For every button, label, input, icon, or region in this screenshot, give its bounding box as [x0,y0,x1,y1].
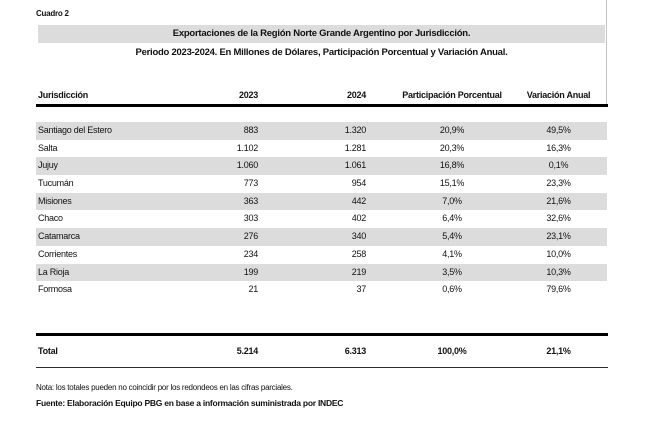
table-cell-y2023: 199 [243,266,259,277]
table-cell-jurisdiccion: Catamarca [38,231,80,242]
table-cell-variacion: 23,3% [546,178,571,189]
total-rule-bottom [36,367,608,368]
table-cell-jurisdiccion: La Rioja [38,266,70,277]
table-cell-y2023: 773 [243,178,259,189]
table-cell-y2024: 258 [351,248,367,259]
table-cell-y2023: 234 [243,248,259,259]
table-cell-participacion: 6,4% [442,213,462,224]
table-cell-participacion: 4,1% [442,248,462,259]
table-cell-y2024: 1.061 [344,160,367,171]
table-cell-y2023: 1.060 [236,160,259,171]
table-cell-y2023: 276 [243,231,259,242]
table-cell-y2024: 219 [351,266,367,277]
table-cell-variacion: 79,6% [546,284,571,295]
table-cell-participacion: 0,6% [442,284,462,295]
table-row: Santiago del Estero 883 1.320 20,9% 49,5% [36,122,607,140]
table-cell-jurisdiccion: Corrientes [38,248,78,259]
table-cell-jurisdiccion: Santiago del Estero [38,125,112,135]
table-cell-y2024: 954 [351,178,367,189]
table-cell-variacion: 23,1% [546,231,571,242]
table-cell-variacion: 0,1% [548,160,569,171]
table-cell-participacion: 15,1% [439,178,465,189]
table-cell-variacion: 16,3% [546,142,571,153]
header-jurisdiccion: Jurisdicción [38,90,89,100]
table-cell-jurisdiccion: Salta [38,142,58,153]
cell-border-line [606,0,607,106]
table-subtitle: Periodo 2023-2024. En Millones de Dólare… [135,47,508,58]
table-cell-variacion: 10,3% [546,266,571,277]
table-row: Corrientes 234 258 4,1% 10,0% [36,246,607,264]
header-variacion: Variación Anual [526,90,591,100]
table-cell-variacion: 21,6% [546,195,571,206]
table-cell-y2023: 21 [248,284,258,295]
header-2024: 2024 [346,90,366,100]
table-cell-participacion: 20,3% [439,142,465,153]
table-cell-participacion: 3,5% [442,266,462,277]
table-row: Catamarca 276 340 5,4% 23,1% [36,228,607,246]
header-2023: 2023 [238,90,258,100]
table-header-row: Jurisdicción 2023 2024 Participación Por… [36,87,607,104]
table-cell-y2023: 1.102 [236,142,259,153]
table-cell-y2024: 402 [351,213,367,224]
table-rows: Santiago del Estero 883 1.320 20,9% 49,5% Sal… [36,122,607,299]
table-cell-jurisdiccion: Misiones [38,195,72,206]
table-cell-y2023: 303 [243,213,259,224]
table-cell-y2024: 37 [356,284,366,295]
table-row: Jujuy 1.060 1.061 16,8% 0,1% [36,157,607,176]
table-number-label: Cuadro 2 [36,9,69,18]
table-cell-variacion: 32,6% [546,213,571,224]
table-cell-participacion: 5,4% [442,231,462,242]
table-cell-participacion: 7,0% [442,195,462,206]
total-participacion: 100,0% [437,346,467,356]
total-variacion: 21,1% [546,346,571,356]
table-cell-jurisdiccion: Chaco [38,213,63,224]
table-cell-participacion: 20,9% [439,125,465,135]
table-title: Exportaciones de la Región Norte Grande … [38,25,605,43]
header-rule [36,104,608,107]
table-cell-y2024: 442 [351,195,367,206]
table-cell-participacion: 16,8% [439,160,465,171]
table-row: La Rioja 199 219 3,5% 10,3% [36,263,607,282]
table-cell-y2024: 1.281 [344,142,367,153]
total-2024: 6.313 [344,346,367,356]
table-cell-variacion: 49,5% [546,125,571,135]
table-cell-jurisdiccion: Tucumán [38,178,74,189]
total-label: Total [38,346,58,356]
table-cell-jurisdiccion: Formosa [38,284,72,295]
table-cell-jurisdiccion: Jujuy [38,160,58,171]
table-cell-y2024: 1.320 [344,125,367,135]
table-row: Chaco 303 402 6,4% 32,6% [36,210,607,228]
table-row: Salta 1.102 1.281 20,3% 16,3% [36,140,607,158]
table-total-row: Total 5.214 6.313 100,0% 21,1% [36,342,607,360]
table-cell-y2024: 340 [351,231,367,242]
table-row: Misiones 363 442 7,0% 21,6% [36,192,607,211]
header-participacion: Participación Porcentual [402,90,502,100]
table-row: Tucumán 773 954 15,1% 23,3% [36,175,607,193]
table-cell-variacion: 10,0% [546,248,571,259]
table-cell-y2023: 883 [243,125,259,135]
table-row: Formosa 21 37 0,6% 79,6% [36,281,607,299]
note-text: Nota: los totales pueden no coincidir po… [36,383,293,392]
source-text: Fuente: Elaboración Equipo PBG en base a… [36,398,344,408]
total-rule-top [36,333,608,336]
table-cell-y2023: 363 [243,195,259,206]
total-2023: 5.214 [236,346,259,356]
